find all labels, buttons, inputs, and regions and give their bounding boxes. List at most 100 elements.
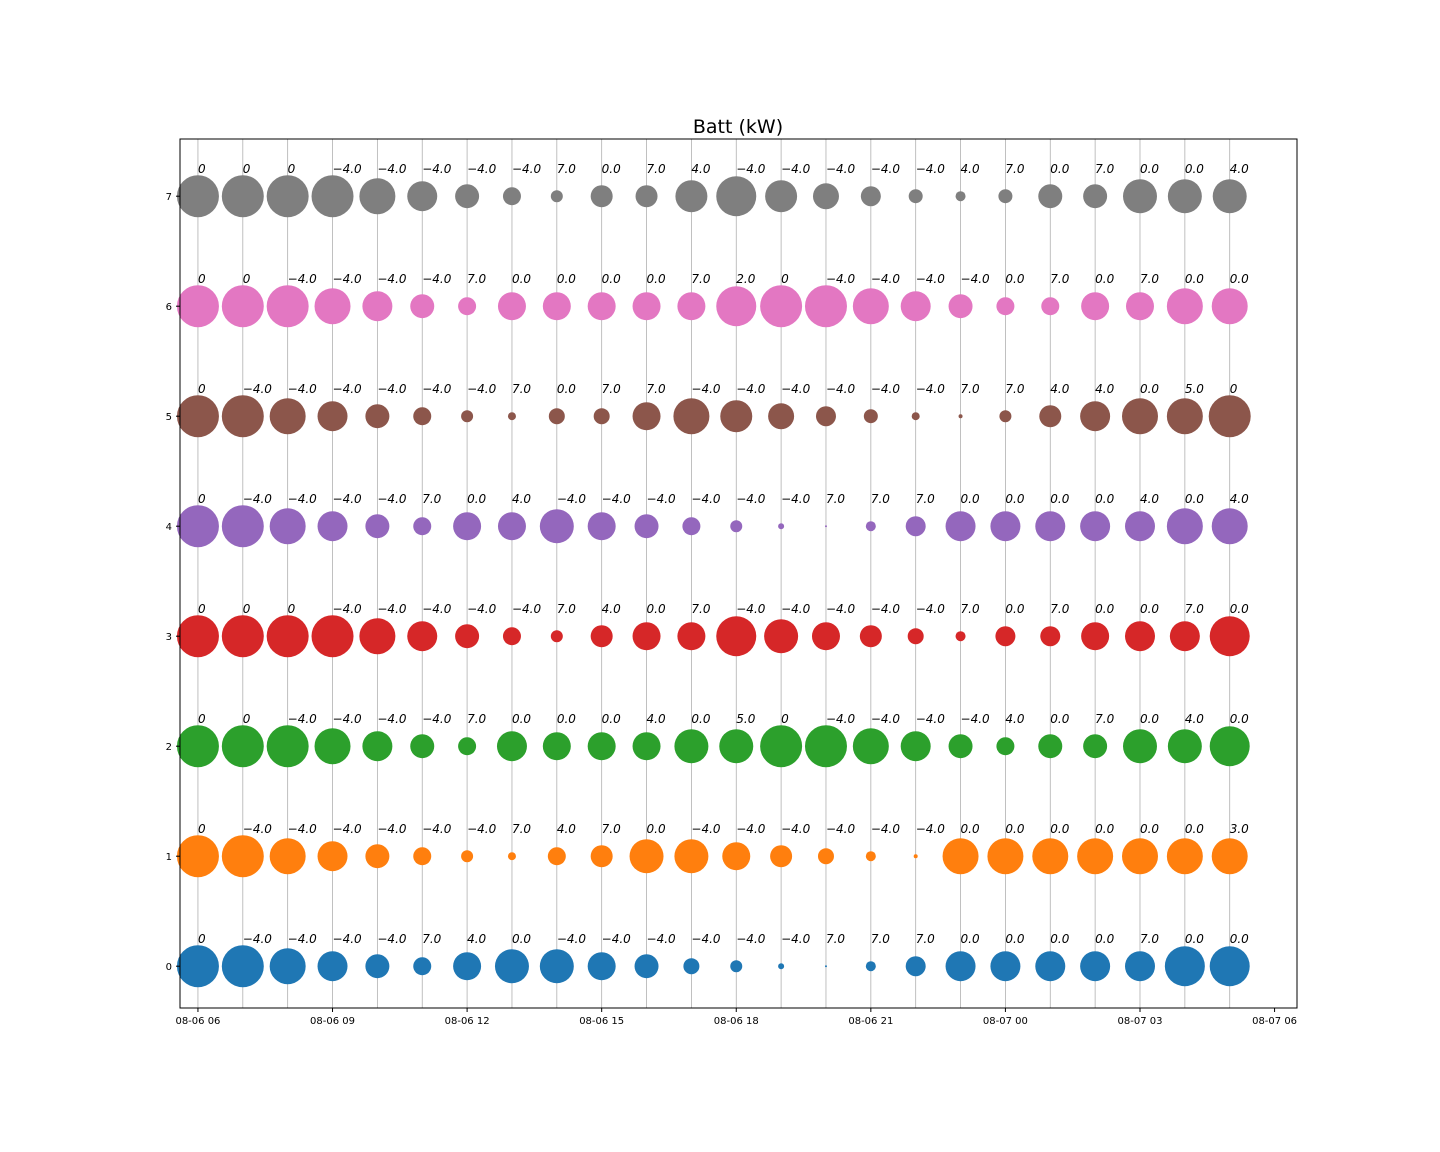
value-label-row0-pt6: 4.0 — [467, 932, 486, 946]
value-label-row6-pt6: 7.0 — [467, 272, 486, 286]
bubble-row6-pt20 — [1081, 292, 1110, 321]
bubble-row3-pt6 — [455, 624, 480, 649]
value-label-row6-pt10: 0.0 — [647, 272, 666, 286]
value-label-row6-pt0: 0 — [198, 272, 206, 286]
value-label-row3-pt6: −4.0 — [467, 602, 497, 616]
value-label-row7-pt19: 0.0 — [1050, 162, 1069, 176]
bubble-row0-pt11 — [683, 958, 700, 975]
value-label-row0-pt9: −4.0 — [602, 932, 632, 946]
bubble-row1-pt10 — [629, 839, 664, 874]
bubble-row2-pt7 — [496, 731, 527, 762]
bubble-row0-pt8 — [539, 949, 574, 984]
bubble-row3-pt7 — [502, 627, 521, 646]
value-label-row0-pt20: 0.0 — [1095, 932, 1114, 946]
value-label-row7-pt18: 7.0 — [1005, 162, 1024, 176]
value-label-row6-pt1: 0 — [243, 272, 251, 286]
value-label-row1-pt22: 0.0 — [1185, 822, 1204, 836]
value-label-row4-pt19: 0.0 — [1050, 492, 1069, 506]
value-label-row2-pt0: 0 — [198, 712, 206, 726]
value-label-row7-pt2: 0 — [288, 162, 296, 176]
bubble-row7-pt5 — [407, 181, 438, 212]
value-label-row5-pt10: 7.0 — [647, 382, 666, 396]
value-label-row0-pt15: 7.0 — [871, 932, 890, 946]
value-label-row7-pt22: 0.0 — [1185, 162, 1204, 176]
value-label-row6-pt17: −4.0 — [961, 272, 991, 286]
bubble-row0-pt9 — [587, 952, 616, 981]
bubble-row6-pt19 — [1041, 297, 1060, 316]
value-label-row7-pt21: 0.0 — [1140, 162, 1159, 176]
bubble-row1-pt6 — [461, 850, 474, 863]
value-label-row6-pt13: 0 — [781, 272, 789, 286]
value-label-row6-pt11: 7.0 — [691, 272, 710, 286]
bubble-row0-pt22 — [1164, 946, 1205, 987]
value-label-row5-pt23: 0 — [1230, 382, 1238, 396]
bubble-row7-pt3 — [311, 175, 354, 218]
value-label-row7-pt14: −4.0 — [826, 162, 856, 176]
bubble-row7-pt8 — [550, 190, 563, 203]
bubble-row3-pt9 — [590, 625, 613, 648]
bubble-row2-pt23 — [1209, 726, 1250, 767]
bubble-row0-pt0 — [176, 945, 219, 988]
bubble-row2-pt4 — [362, 731, 393, 762]
bubble-row2-pt22 — [1167, 729, 1202, 764]
value-label-row6-pt23: 0.0 — [1230, 272, 1249, 286]
x-tick-label-0: 08-06 06 — [175, 1016, 220, 1027]
bubble-row3-pt20 — [1081, 622, 1110, 651]
value-label-row6-pt2: −4.0 — [288, 272, 318, 286]
bubble-row3-pt13 — [764, 619, 799, 654]
bubble-row7-pt7 — [502, 187, 521, 206]
bubble-row6-pt1 — [221, 285, 264, 328]
bubble-row5-pt18 — [999, 410, 1012, 423]
bubble-row6-pt13 — [760, 285, 803, 328]
bubble-row1-pt21 — [1121, 838, 1158, 875]
value-label-row1-pt13: −4.0 — [781, 822, 811, 836]
y-tick-label-7: 7 — [166, 192, 172, 203]
bubble-row7-pt9 — [590, 185, 613, 208]
bubble-row3-pt16 — [907, 628, 924, 645]
bubble-row1-pt22 — [1166, 838, 1203, 875]
bubble-row5-pt14 — [815, 406, 836, 427]
value-label-row0-pt16: 7.0 — [916, 932, 935, 946]
value-label-row3-pt20: 0.0 — [1095, 602, 1114, 616]
bubble-row7-pt17 — [955, 191, 966, 202]
bubble-row1-pt5 — [413, 847, 432, 866]
bubble-row4-pt18 — [990, 511, 1021, 542]
value-label-row2-pt2: −4.0 — [288, 712, 318, 726]
value-label-row6-pt4: −4.0 — [377, 272, 407, 286]
bubble-row0-pt10 — [634, 954, 659, 979]
value-label-row5-pt8: 0.0 — [557, 382, 576, 396]
bubble-row4-pt12 — [730, 520, 743, 533]
bubble-row5-pt9 — [593, 408, 610, 425]
value-label-row2-pt14: −4.0 — [826, 712, 856, 726]
value-label-row2-pt4: −4.0 — [377, 712, 407, 726]
value-label-row6-pt8: 0.0 — [557, 272, 576, 286]
value-label-row5-pt4: −4.0 — [377, 382, 407, 396]
value-label-row2-pt8: 0.0 — [557, 712, 576, 726]
value-label-row7-pt15: −4.0 — [871, 162, 901, 176]
bubble-row1-pt0 — [176, 835, 219, 878]
bubble-row5-pt22 — [1166, 398, 1203, 435]
x-axis-ticks: 08-06 06 08-06 09 08-06 12 08-06 15 08-06 18… — [175, 1008, 1297, 1027]
value-label-row0-pt13: −4.0 — [781, 932, 811, 946]
bubble-row6-pt6 — [458, 297, 477, 316]
value-label-row6-pt21: 7.0 — [1140, 272, 1159, 286]
bubble-row1-pt7 — [507, 852, 516, 861]
value-label-row4-pt21: 4.0 — [1140, 492, 1159, 506]
y-tick-label-2: 2 — [166, 742, 172, 753]
bubble-row7-pt23 — [1212, 179, 1247, 214]
bubble-row4-pt3 — [317, 511, 348, 542]
bubble-row6-pt16 — [900, 291, 931, 322]
bubble-row7-pt6 — [455, 184, 480, 209]
value-label-row2-pt7: 0.0 — [512, 712, 531, 726]
bubble-row2-pt15 — [852, 728, 889, 765]
value-label-row3-pt8: 7.0 — [557, 602, 576, 616]
bubble-row3-pt22 — [1169, 621, 1200, 652]
value-label-row5-pt18: 7.0 — [1005, 382, 1024, 396]
bubble-row0-pt2 — [269, 948, 306, 985]
value-label-row3-pt18: 0.0 — [1005, 602, 1024, 616]
bubble-row5-pt5 — [413, 407, 432, 426]
bubble-row4-pt9 — [587, 512, 616, 541]
bubble-row3-pt0 — [176, 615, 219, 658]
value-label-row0-pt11: −4.0 — [691, 932, 721, 946]
value-label-row5-pt13: −4.0 — [781, 382, 811, 396]
